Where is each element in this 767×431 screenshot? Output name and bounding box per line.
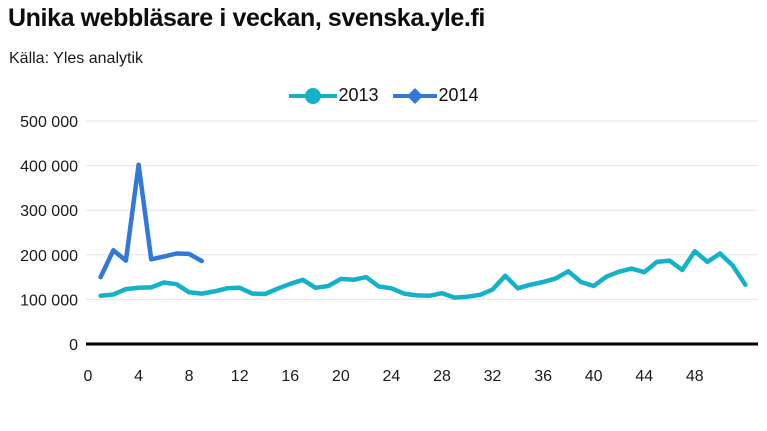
y-tick-label: 500 000 (20, 114, 78, 131)
legend-label-2014: 2014 (438, 85, 479, 105)
legend-item-2013: 2013 (288, 85, 379, 106)
x-tick-label: 32 (484, 368, 502, 385)
x-tick-label: 28 (433, 368, 451, 385)
x-tick-label: 16 (281, 368, 299, 385)
x-tick-label: 12 (231, 368, 249, 385)
series-line-2014 (98, 162, 205, 280)
legend-marker-2014-icon (392, 87, 437, 104)
y-tick-label: 100 000 (20, 292, 78, 309)
x-tick-label: 44 (635, 368, 653, 385)
page-title: Unika webbläsare i veckan, svenska.yle.f… (8, 4, 485, 32)
legend-item-2014: 2014 (392, 85, 479, 106)
x-tick-label: 20 (332, 368, 350, 385)
x-tick-label: 4 (134, 368, 143, 385)
chart-legend: 2013 2014 (288, 85, 479, 106)
x-tick-label: 36 (534, 368, 552, 385)
x-tick-label: 8 (185, 368, 194, 385)
x-tick-label: 0 (84, 368, 93, 385)
legend-marker-2013-icon (288, 87, 337, 104)
y-tick-label: 200 000 (20, 248, 78, 265)
x-tick-label: 48 (686, 368, 704, 385)
source-label: Källa: Yles analytik (9, 50, 143, 67)
x-tick-label: 24 (382, 368, 400, 385)
legend-label-2013: 2013 (338, 85, 379, 105)
y-tick-label: 400 000 (20, 159, 78, 176)
y-tick-label: 300 000 (20, 203, 78, 220)
x-tick-label: 40 (585, 368, 603, 385)
series-line-2013 (98, 248, 748, 300)
y-tick-label: 0 (69, 337, 78, 354)
